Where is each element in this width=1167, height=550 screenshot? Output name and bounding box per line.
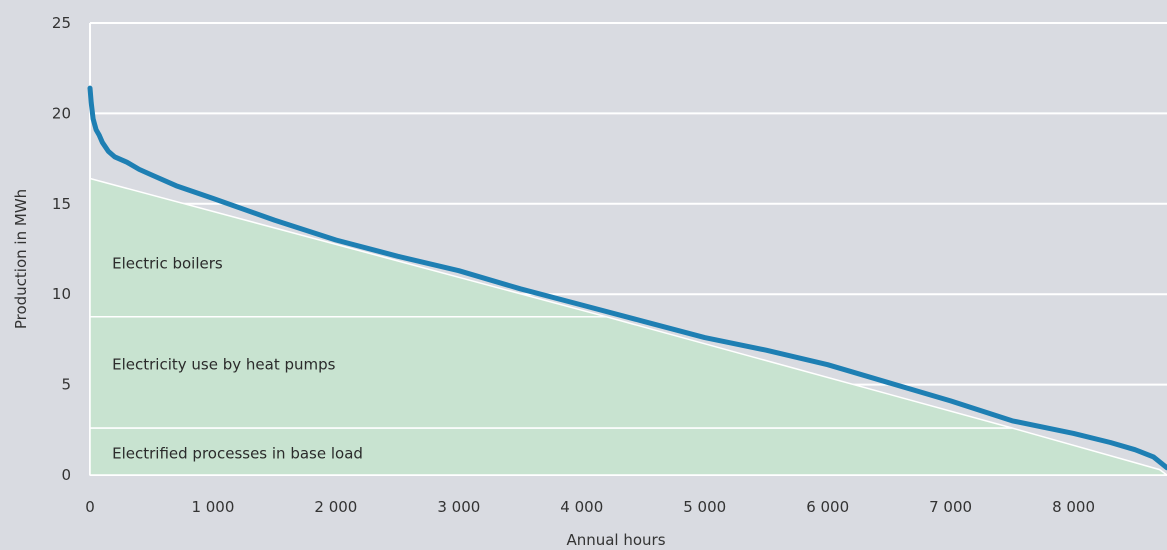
x-tick-label-1: 1 000 xyxy=(191,498,234,516)
series-line-0 xyxy=(87,85,1167,471)
x-tick-label-8: 8 000 xyxy=(1052,498,1095,516)
y-tick-labels: 0 5 10 15 20 25 xyxy=(52,14,71,484)
x-tick-labels: 0 1 000 2 000 3 000 4 000 5 000 6 000 7 000 8 00… xyxy=(85,498,1095,516)
area-segment-2 xyxy=(89,177,607,318)
x-tick-label-6: 6 000 xyxy=(806,498,849,516)
area-layers xyxy=(89,177,1167,476)
area-label-0: Electrified processes in base load xyxy=(112,444,363,462)
y-tick-label-5: 25 xyxy=(52,14,71,32)
x-tick-label-3: 3 000 xyxy=(437,498,480,516)
y-tick-label-2: 10 xyxy=(52,285,71,303)
x-tick-label-7: 7 000 xyxy=(929,498,972,516)
area-label-1: Electricity use by heat pumps xyxy=(112,356,336,374)
y-tick-label-1: 5 xyxy=(61,376,71,394)
y-tick-label-0: 0 xyxy=(61,466,71,484)
x-tick-label-5: 5 000 xyxy=(683,498,726,516)
area-segment-0 xyxy=(89,427,1167,476)
y-tick-label-4: 20 xyxy=(52,104,71,122)
y-axis-title: Production in MWh xyxy=(12,189,30,329)
x-tick-label-0: 0 xyxy=(85,498,95,516)
area-label-2: Electric boilers xyxy=(112,254,223,272)
series-layer xyxy=(87,85,1167,471)
y-tick-label-3: 15 xyxy=(52,195,71,213)
area-labels: Electrified processes in base load Electr… xyxy=(112,254,363,462)
x-tick-label-2: 2 000 xyxy=(314,498,357,516)
x-tick-label-4: 4 000 xyxy=(560,498,603,516)
x-axis-title: Annual hours xyxy=(566,531,665,549)
